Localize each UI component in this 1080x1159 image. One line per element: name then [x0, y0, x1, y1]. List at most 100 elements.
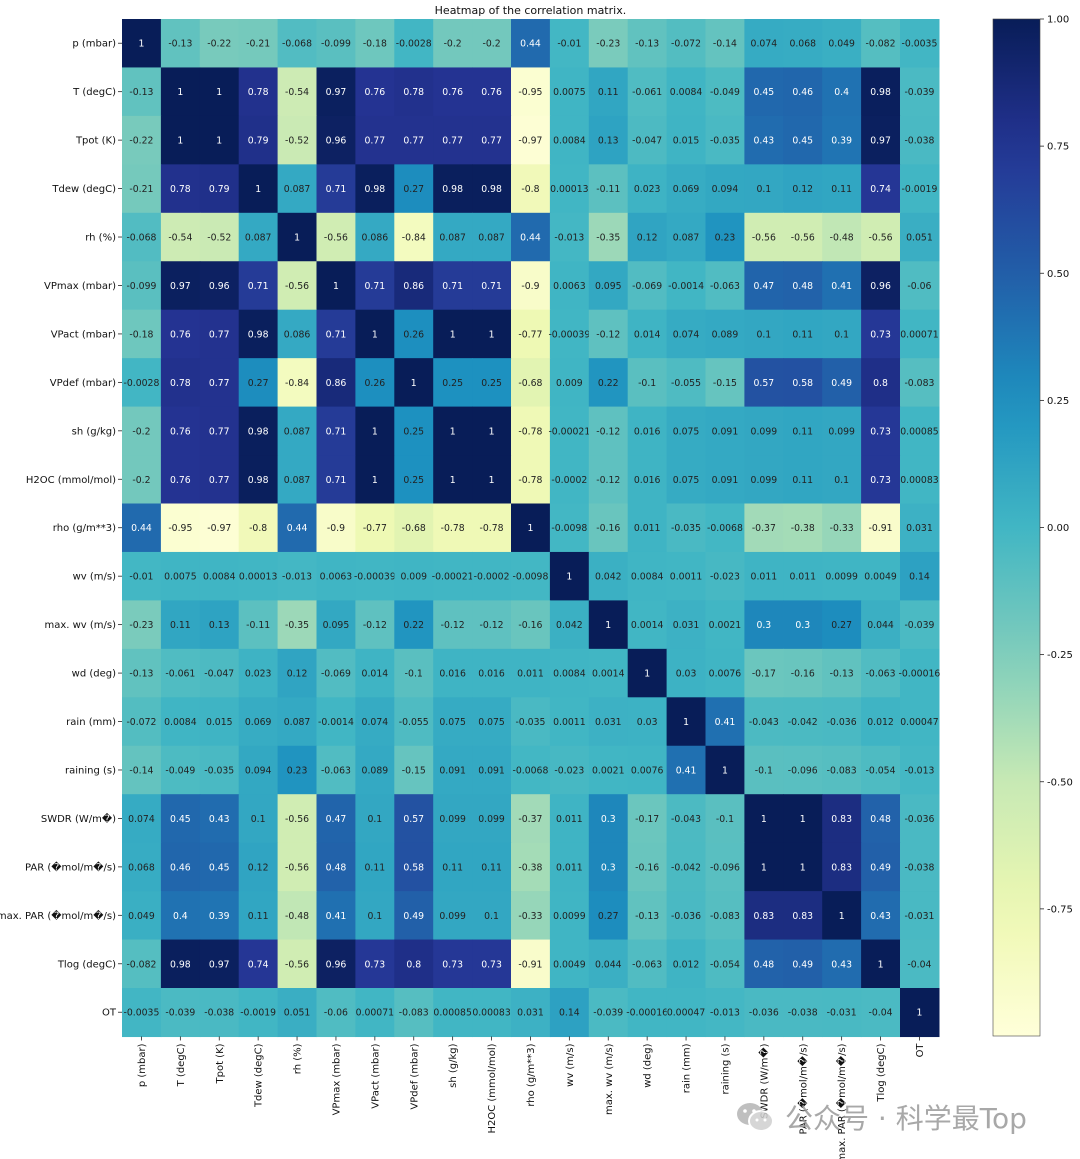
heatmap-cell [705, 842, 745, 892]
cell-value-label: 0.044 [867, 620, 894, 631]
y-tick-label: max. wv (m/s) [44, 620, 116, 631]
heatmap-cell [122, 115, 162, 165]
cell-value-label: -0.063 [866, 669, 896, 680]
cell-value-label: -0.12 [596, 475, 620, 486]
cell-value-label: -0.0035 [124, 1008, 160, 1019]
heatmap-cell [744, 164, 784, 214]
cell-value-label: -0.33 [830, 523, 854, 534]
heatmap-cell [394, 212, 434, 262]
cell-value-label: 0.3 [795, 620, 810, 631]
heatmap-cell [549, 212, 590, 262]
cell-value-label: -0.039 [165, 1008, 195, 1019]
cell-value-label: 0.26 [364, 378, 385, 389]
heatmap-cell [900, 551, 940, 601]
cell-value-label: 0.97 [209, 959, 230, 970]
heatmap-cell [588, 939, 629, 989]
heatmap-cell [316, 551, 356, 601]
heatmap-cell [277, 503, 318, 553]
cell-value-label: -0.48 [830, 233, 854, 244]
heatmap-cell [666, 115, 707, 165]
heatmap-cell [627, 406, 668, 456]
heatmap-cell [355, 406, 395, 456]
cell-value-label: 0.98 [248, 475, 269, 486]
cell-value-label: 0.12 [248, 862, 269, 873]
y-tick-label: VPdef (mbar) [50, 378, 116, 389]
heatmap-cell [199, 406, 240, 456]
heatmap-cell [627, 67, 668, 117]
heatmap-cell [199, 164, 240, 214]
heatmap-cell [666, 212, 707, 262]
cell-value-label: 0.83 [831, 862, 852, 873]
heatmap-cell [783, 67, 823, 117]
heatmap-cell [238, 309, 279, 359]
heatmap-cell [355, 794, 395, 844]
cell-value-label: -0.00021 [548, 426, 590, 437]
cell-value-label: -0.12 [480, 620, 504, 631]
cell-value-label: 0.0084 [553, 136, 586, 147]
heatmap-cell [861, 212, 901, 262]
heatmap-cell [783, 358, 823, 408]
cell-value-label: 0.45 [170, 814, 191, 825]
heatmap-cell [744, 212, 784, 262]
heatmap-cell [160, 503, 201, 553]
heatmap-cell [900, 600, 940, 650]
cell-value-label: 0.74 [870, 184, 891, 195]
cell-value-label: 0.091 [439, 765, 466, 776]
heatmap-cell [394, 115, 434, 165]
cell-value-label: 0.0014 [631, 620, 664, 631]
heatmap-cell [705, 794, 745, 844]
heatmap-cell [160, 648, 201, 698]
heatmap-cell [861, 551, 901, 601]
heatmap-cell [238, 697, 279, 747]
heatmap-cell [783, 842, 823, 892]
x-tick-label: raining (s) [720, 1043, 731, 1094]
cell-value-label: 1 [683, 717, 689, 728]
heatmap-cell [588, 745, 629, 795]
cell-value-label: -0.68 [402, 523, 426, 534]
cell-value-label: 0.0021 [709, 620, 742, 631]
cell-value-label: -0.099 [126, 281, 156, 292]
heatmap-cell [199, 455, 240, 505]
heatmap-cell [627, 551, 668, 601]
cell-value-label: -0.0098 [513, 572, 549, 583]
heatmap-cell [627, 891, 668, 941]
heatmap-cell [705, 600, 745, 650]
heatmap-cell [316, 648, 356, 698]
cell-value-label: 0.1 [756, 184, 771, 195]
heatmap-cell [472, 67, 512, 117]
cell-value-label: -0.33 [518, 911, 542, 922]
cell-value-label: 0.074 [673, 329, 700, 340]
cell-value-label: -0.37 [518, 814, 542, 825]
heatmap-cell [900, 164, 940, 214]
heatmap-cell [549, 406, 590, 456]
heatmap-cell [861, 891, 901, 941]
cell-value-label: -0.06 [324, 1008, 348, 1019]
heatmap-cell [433, 842, 473, 892]
cell-value-label: 0.43 [831, 959, 852, 970]
cell-value-label: 0.14 [559, 1008, 580, 1019]
heatmap-cell [472, 842, 512, 892]
heatmap-cell [160, 794, 201, 844]
heatmap-cell [900, 212, 940, 262]
cell-value-label: 0.089 [362, 765, 389, 776]
cell-value-label: 0.39 [209, 911, 230, 922]
cell-value-label: 0.087 [284, 475, 311, 486]
heatmap-cell [355, 939, 395, 989]
cell-value-label: -0.9 [327, 523, 345, 534]
cell-value-label: 0.016 [439, 669, 466, 680]
heatmap-cell [705, 358, 745, 408]
heatmap-cell [822, 115, 862, 165]
heatmap-cell [394, 358, 434, 408]
heatmap-cell [783, 19, 823, 69]
cell-value-label: 0.79 [248, 136, 269, 147]
heatmap-cell [900, 455, 940, 505]
cell-value-label: -0.2 [482, 39, 500, 50]
heatmap-cell [472, 697, 512, 747]
cell-value-label: -0.04 [869, 1008, 893, 1019]
heatmap-cell [433, 406, 473, 456]
cell-value-label: -0.16 [596, 523, 620, 534]
cell-value-label: 0.086 [284, 329, 311, 340]
heatmap-cell [433, 455, 473, 505]
cell-value-label: -0.91 [869, 523, 893, 534]
cell-value-label: -0.00039 [548, 329, 590, 340]
